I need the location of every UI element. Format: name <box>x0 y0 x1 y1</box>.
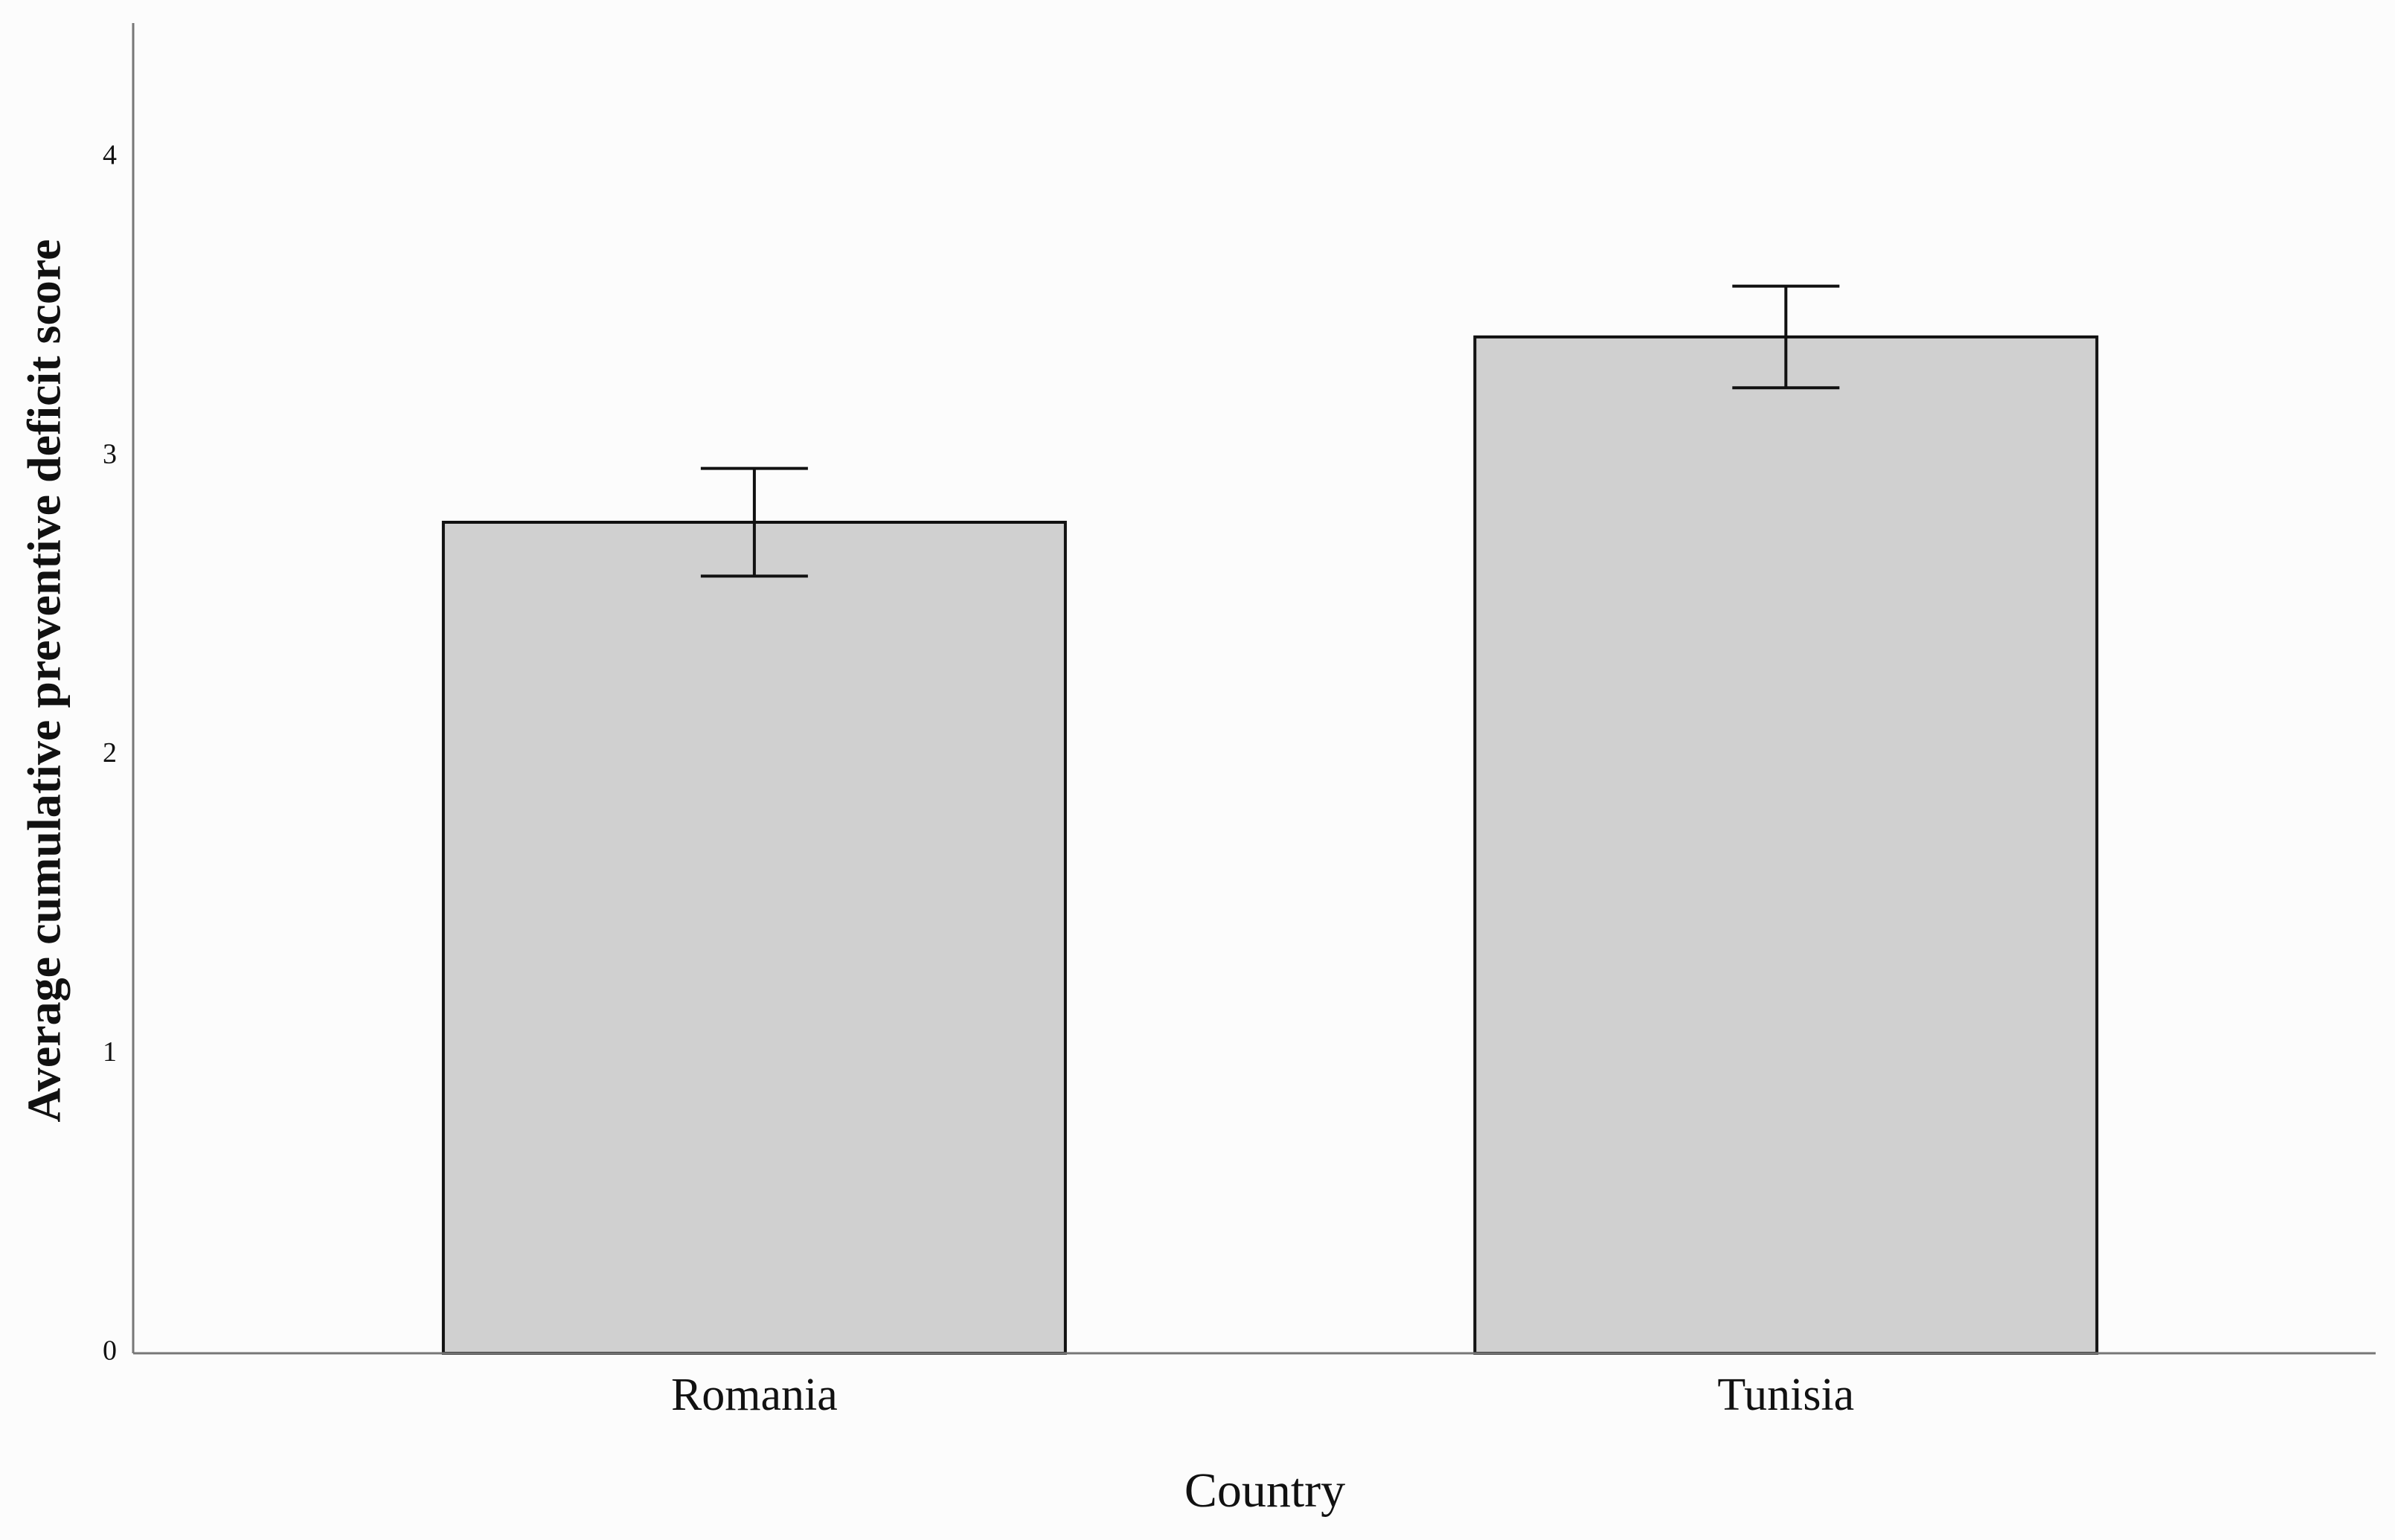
bar <box>1473 335 2099 1355</box>
x-tick-label: Tunisia <box>1717 1370 1854 1420</box>
bar <box>441 521 1067 1355</box>
y-axis-title: Average cumulative preventive deficit sc… <box>18 239 71 1122</box>
error-bar <box>700 466 808 578</box>
y-tick-label: 0 <box>103 1335 117 1367</box>
y-tick-label: 2 <box>103 737 117 769</box>
y-tick-label: 4 <box>103 140 117 171</box>
y-tick-label: 3 <box>103 438 117 469</box>
y-tick-label: 1 <box>103 1036 117 1068</box>
x-tick-label: Romania <box>671 1370 838 1420</box>
error-bar <box>1732 284 1840 390</box>
x-axis-title: Country <box>1184 1463 1345 1518</box>
